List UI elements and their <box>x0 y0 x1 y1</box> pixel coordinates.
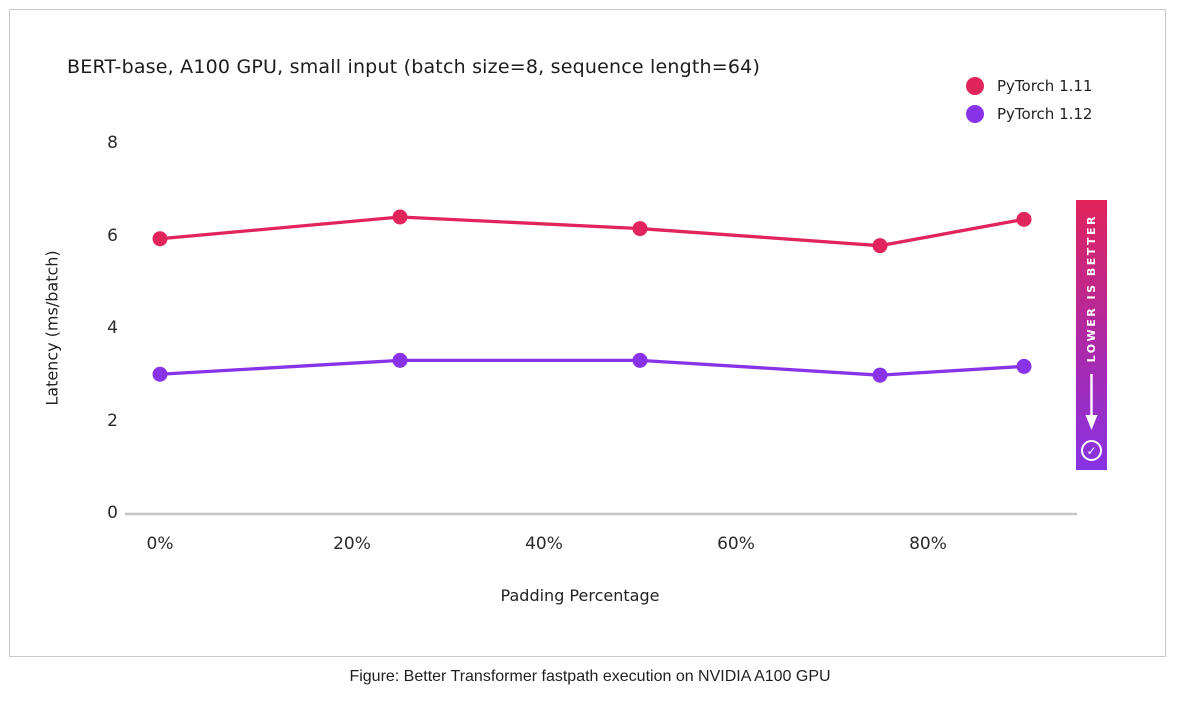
legend-item-pytorch-1-11: PyTorch 1.11 <box>966 77 1092 95</box>
x-tick-label: 60% <box>717 534 755 554</box>
x-axis-label: Padding Percentage <box>500 586 660 605</box>
y-tick-label: 0 <box>107 503 118 523</box>
x-tick-label: 40% <box>525 534 563 554</box>
banner-text: LOWER IS BETTER <box>1085 214 1098 363</box>
legend-dot-red-icon <box>966 77 984 95</box>
chart-legend: PyTorch 1.11 PyTorch 1.12 <box>966 77 1092 123</box>
chart-title: BERT-base, A100 GPU, small input (batch … <box>67 56 761 78</box>
y-tick-label: 6 <box>107 225 118 246</box>
lower-is-better-banner: LOWER IS BETTER ✓ <box>1076 200 1107 470</box>
figure-caption: Figure: Better Transformer fastpath exec… <box>349 668 831 685</box>
legend-dot-purple-icon <box>966 105 984 123</box>
x-tick-label: 20% <box>333 534 371 554</box>
check-circle-icon: ✓ <box>1081 440 1102 461</box>
y-tick-label: 4 <box>107 318 118 338</box>
down-arrow-icon <box>1085 373 1098 430</box>
legend-label: PyTorch 1.12 <box>997 105 1093 123</box>
legend-label: PyTorch 1.11 <box>997 77 1093 95</box>
x-tick-label: 0% <box>146 534 174 554</box>
x-tick-label: 80% <box>909 534 947 554</box>
y-tick-label: 2 <box>107 410 118 431</box>
y-axis-label: Latency (ms/batch) <box>42 250 62 406</box>
legend-item-pytorch-1-12: PyTorch 1.12 <box>966 105 1092 123</box>
y-tick-label: 8 <box>107 133 118 153</box>
